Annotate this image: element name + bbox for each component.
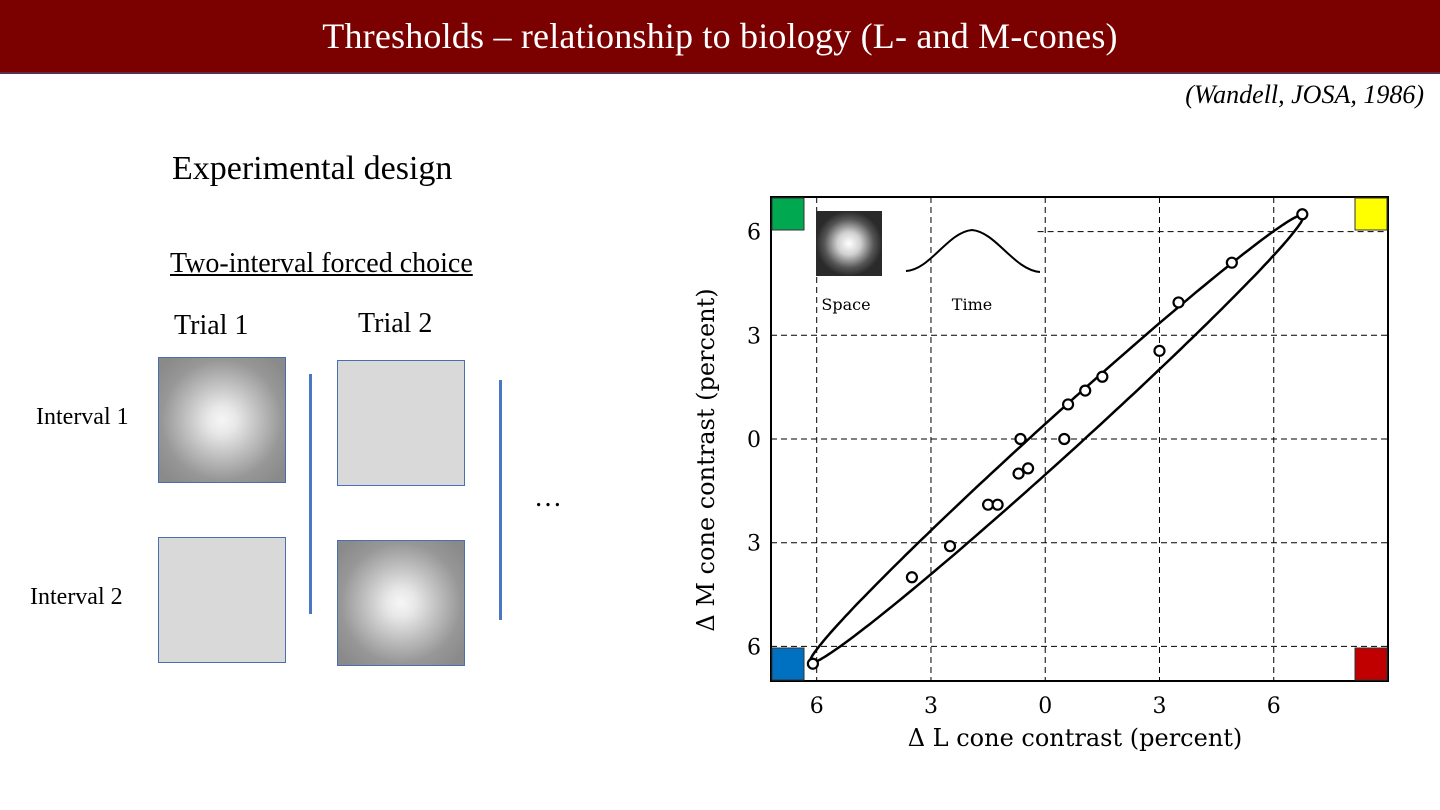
citation: (Wandell, JOSA, 1986) [1185,80,1424,109]
x-tick-label-1: 3 [924,694,938,719]
title-banner: Thresholds – relationship to biology (L-… [0,0,1440,74]
x-tick-label-0: 6 [810,694,824,719]
page-title: Thresholds – relationship to biology (L-… [322,16,1118,56]
y-tick-label-3: 3 [747,324,761,349]
data-point-13 [1172,296,1185,309]
trial-2-interval-2-stimulus [337,540,465,666]
trial-2-label: Trial 2 [358,308,433,339]
corner-marker-top-left [771,197,805,231]
corner-marker-top-right [1354,197,1388,231]
interval-1-label: Interval 1 [36,404,129,430]
data-point-14 [1225,256,1238,269]
trial-1-interval-1-stimulus [158,357,286,483]
section-subheading: Two-interval forced choice [170,248,473,279]
y-tick-label-1: 3 [747,532,761,557]
trial-1-interval-2-stimulus [158,537,286,663]
data-point-4 [991,498,1004,511]
chart-grid [771,197,1388,681]
trial-1-label: Trial 1 [174,310,249,341]
inset-space-label: Space [821,295,870,314]
inset-time-curve [905,228,1041,273]
x-tick-label-2: 0 [1038,694,1052,719]
data-point-9 [1061,398,1075,411]
y-axis-label: Δ M cone contrast (percent) [692,288,720,631]
y-tick-label-2: 0 [747,428,761,453]
x-tick-labels: 6 3 0 3 6 [810,694,1281,719]
trial-2-interval-1-stimulus [337,360,465,486]
x-axis-label: Δ L cone contrast (percent) [908,724,1243,752]
data-point-7 [1014,432,1027,446]
data-point-12 [1153,344,1166,357]
data-point-5 [1012,467,1025,480]
inset-time-label: Time [952,295,992,314]
y-tick-label-0: 6 [747,635,761,660]
trial-1-divider [309,374,312,614]
threshold-points [806,208,1309,670]
x-tick-label-4: 6 [1267,694,1281,719]
trial-2-divider [499,380,502,620]
y-tick-labels: 6 3 0 3 6 [747,221,761,661]
corner-markers [771,197,1388,681]
y-tick-label-4: 6 [747,221,761,246]
interval-2-label: Interval 2 [30,584,123,610]
data-point-11 [1096,370,1109,383]
data-point-6 [1021,462,1035,475]
data-point-10 [1079,384,1092,397]
data-point-0 [806,657,819,670]
data-point-8 [1058,432,1071,446]
corner-marker-bottom-right [1354,647,1388,681]
inset-space-patch [816,211,882,276]
plot-frame [770,196,1389,682]
section-heading: Experimental design [172,150,453,187]
corner-marker-bottom-left [771,647,805,681]
data-point-1 [905,571,919,584]
data-point-2 [943,540,957,553]
more-trials-ellipsis: … [534,482,562,513]
stimulus-inset: Space Time [816,211,1041,314]
x-tick-label-3: 3 [1152,694,1166,719]
data-point-15 [1296,208,1309,221]
